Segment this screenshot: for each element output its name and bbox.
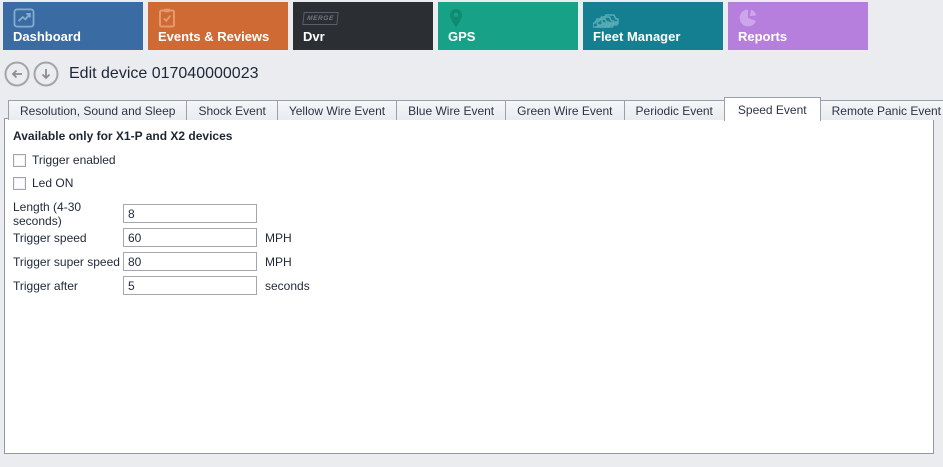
speed-event-panel: Available only for X1-P and X2 devices T… <box>4 118 934 454</box>
trigger-enabled-row: Trigger enabled <box>13 153 933 167</box>
length-label: Length (4-30 seconds) <box>13 199 82 228</box>
led-on-label: Led ON <box>32 176 74 190</box>
tab-blue-wire-event[interactable]: Blue Wire Event <box>396 100 507 120</box>
nav-tile-label: GPS <box>448 29 476 44</box>
trigger-super-speed-suffix: MPH <box>265 254 292 269</box>
clipboard-check-icon <box>158 8 278 28</box>
merge-badge-icon: MERGE <box>302 8 423 28</box>
nav-tile-label: Dashboard <box>13 29 81 44</box>
map-pin-icon <box>448 8 568 28</box>
length-input[interactable] <box>123 204 257 223</box>
trigger-super-speed-row: Trigger super speed MPH <box>13 252 933 271</box>
line-chart-icon <box>13 8 133 28</box>
down-arrow-circle-icon <box>33 61 59 87</box>
trigger-after-label: Trigger after <box>13 278 78 293</box>
page-title: Edit device 017040000023 <box>69 65 259 82</box>
tab-yellow-wire-event[interactable]: Yellow Wire Event <box>276 100 398 120</box>
nav-tile-label: Fleet Manager <box>593 29 681 44</box>
trigger-super-speed-input[interactable] <box>123 252 257 271</box>
trigger-super-speed-label: Trigger super speed <box>13 254 120 269</box>
trigger-after-row: Trigger after seconds <box>13 276 933 295</box>
nav-tile-dashboard[interactable]: Dashboard <box>3 2 143 50</box>
tab-periodic-event[interactable]: Periodic Event <box>623 100 725 120</box>
trigger-speed-input[interactable] <box>123 228 257 247</box>
left-arrow-circle-icon <box>4 61 30 87</box>
nav-tile-dvr[interactable]: MERGE Dvr <box>293 2 433 50</box>
led-on-checkbox[interactable] <box>13 176 26 190</box>
tab-speed-event[interactable]: Speed Event <box>723 97 821 121</box>
trigger-speed-suffix: MPH <box>265 230 292 245</box>
trigger-enabled-checkbox[interactable] <box>13 153 26 167</box>
tab-remote-panic-event[interactable]: Remote Panic Event <box>819 100 943 120</box>
cars-icon <box>593 8 713 28</box>
nav-tile-reports[interactable]: Reports <box>728 2 868 50</box>
tab-shock-event[interactable]: Shock Event <box>186 100 278 120</box>
back-button[interactable] <box>4 61 30 87</box>
led-on-row: Led ON <box>13 176 933 190</box>
nav-tile-label: Reports <box>738 29 788 44</box>
nav-tile-gps[interactable]: GPS <box>438 2 578 50</box>
top-navigation: Dashboard Events & Reviews MERGE Dvr GPS <box>3 2 868 50</box>
trigger-after-suffix: seconds <box>265 278 310 293</box>
nav-tile-label: Dvr <box>303 29 325 44</box>
trigger-after-input[interactable] <box>123 276 257 295</box>
availability-notice: Available only for X1-P and X2 devices <box>13 129 233 143</box>
tab-green-wire-event[interactable]: Green Wire Event <box>505 100 625 120</box>
page-header: Edit device 017040000023 <box>4 61 259 87</box>
down-button[interactable] <box>33 61 59 87</box>
nav-tile-fleet-manager[interactable]: Fleet Manager <box>583 2 723 50</box>
trigger-speed-label: Trigger speed <box>13 230 87 245</box>
event-tabs: Resolution, Sound and Sleep Shock Event … <box>8 97 943 121</box>
tab-resolution-sound-sleep[interactable]: Resolution, Sound and Sleep <box>8 100 188 120</box>
length-row: Length (4-30 seconds) <box>13 200 933 228</box>
nav-tile-label: Events & Reviews <box>158 29 270 44</box>
trigger-speed-row: Trigger speed MPH <box>13 228 933 247</box>
nav-tile-events-reviews[interactable]: Events & Reviews <box>148 2 288 50</box>
trigger-enabled-label: Trigger enabled <box>32 153 116 167</box>
pie-chart-icon <box>738 8 858 28</box>
